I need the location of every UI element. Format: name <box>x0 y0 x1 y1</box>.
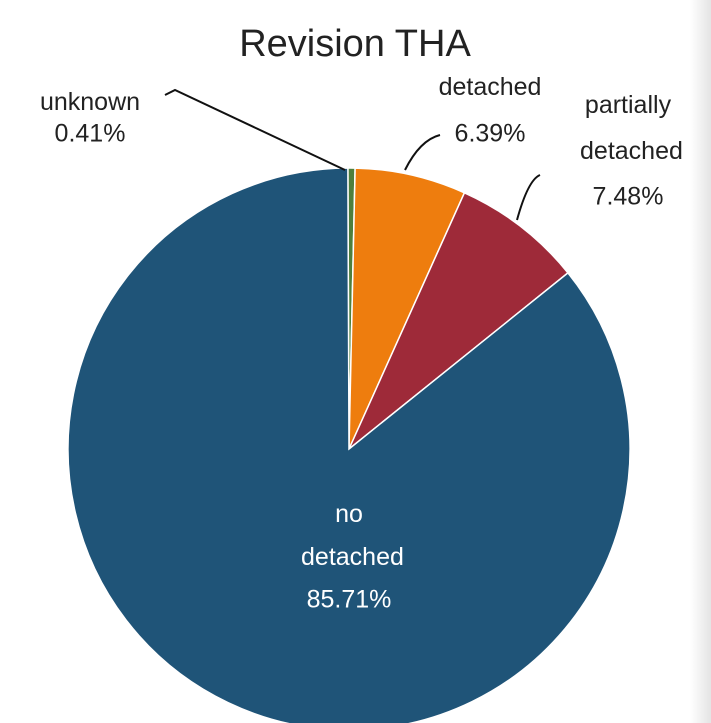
leader-line <box>404 134 441 171</box>
value-label: 7.48% <box>593 183 664 211</box>
value-label: 6.39% <box>455 120 526 148</box>
category-label: no detached <box>294 500 404 571</box>
value-label: 85.71% <box>307 586 392 614</box>
pie-slice <box>348 167 466 450</box>
category-label: partially detached <box>573 91 683 165</box>
pie-slice <box>67 167 631 723</box>
category-label: unknown <box>40 88 140 116</box>
leader-line <box>516 174 541 221</box>
leader-line <box>164 88 346 171</box>
pie-slice <box>348 191 569 450</box>
value-label: 0.41% <box>55 120 126 148</box>
edge-shadow <box>690 0 711 723</box>
labels: unknown 0.41% detached 6.39% partially detac… <box>40 73 683 614</box>
slices <box>67 167 631 723</box>
category-label: detached <box>439 73 542 101</box>
chart-title: Revision THA <box>239 23 471 65</box>
